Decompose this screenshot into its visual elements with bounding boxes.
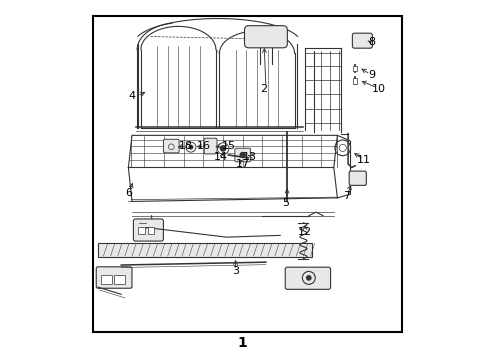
FancyBboxPatch shape (133, 219, 163, 241)
Bar (114, 275, 124, 284)
Bar (93, 16, 401, 332)
FancyBboxPatch shape (96, 267, 132, 288)
Text: 9: 9 (367, 69, 374, 80)
Circle shape (220, 146, 225, 151)
Text: 18: 18 (178, 141, 192, 151)
Text: 2: 2 (260, 84, 267, 94)
FancyBboxPatch shape (348, 171, 366, 185)
FancyBboxPatch shape (352, 33, 372, 48)
Bar (147, 227, 154, 234)
Circle shape (217, 143, 228, 154)
FancyBboxPatch shape (163, 139, 179, 153)
Circle shape (189, 145, 192, 149)
FancyBboxPatch shape (244, 26, 287, 48)
Circle shape (306, 276, 310, 280)
FancyBboxPatch shape (234, 148, 250, 162)
Bar (138, 227, 144, 234)
FancyBboxPatch shape (285, 267, 330, 289)
Bar (98, 243, 312, 257)
Bar (352, 66, 357, 71)
Circle shape (240, 153, 244, 157)
Text: 10: 10 (371, 84, 385, 94)
Text: 6: 6 (124, 188, 132, 198)
Bar (352, 78, 357, 84)
Text: 3: 3 (232, 266, 239, 276)
Text: 15: 15 (221, 141, 235, 151)
Text: 1: 1 (237, 336, 247, 350)
Text: 5: 5 (282, 198, 288, 208)
Text: 16: 16 (196, 141, 210, 151)
Text: 14: 14 (214, 152, 228, 162)
FancyBboxPatch shape (203, 138, 217, 154)
Text: 13: 13 (243, 152, 256, 162)
Text: 17: 17 (235, 159, 249, 169)
Circle shape (185, 142, 196, 152)
Text: 7: 7 (342, 191, 349, 201)
Text: 4: 4 (128, 91, 135, 101)
Text: 8: 8 (367, 37, 374, 48)
Text: 11: 11 (356, 156, 370, 165)
Text: 12: 12 (298, 227, 312, 237)
Bar (101, 275, 111, 284)
